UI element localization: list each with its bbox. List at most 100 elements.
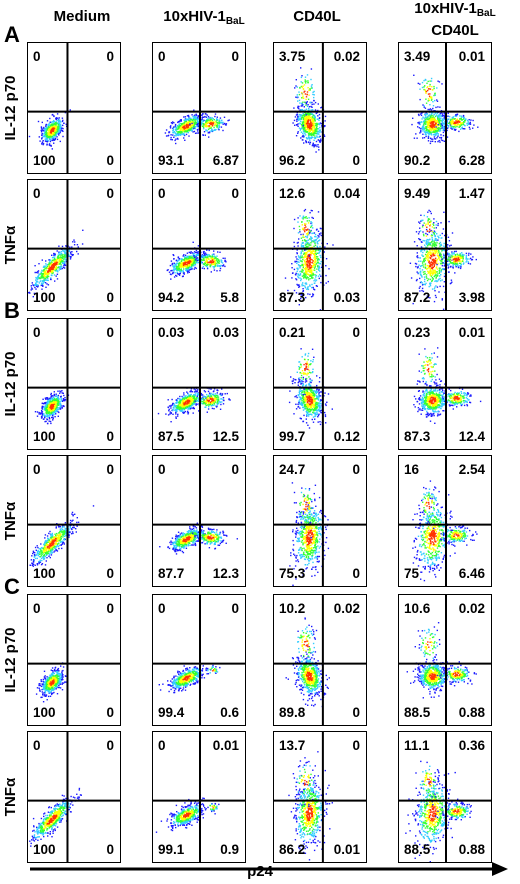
event-dot [312,143,314,145]
event-dot [311,237,313,239]
event-dot [423,121,425,123]
event-dot [429,265,432,267]
event-dot [438,269,441,271]
event-dot [200,122,203,124]
event-dot [49,266,51,268]
event-dot [433,85,435,88]
event-dot [216,270,218,272]
event-dot [191,122,193,125]
event-dot [46,283,48,285]
event-dot [201,114,203,116]
event-dot [47,127,49,129]
event-dot [434,127,436,129]
event-dot [428,266,430,268]
event-dot [312,133,314,135]
event-dot [197,132,200,134]
event-dot [430,229,432,232]
event-dot [318,259,320,261]
event-dot [300,81,302,83]
event-dot [39,280,41,283]
event-dot [311,144,314,147]
event-dot [61,120,64,123]
event-dot [419,272,422,274]
event-dot [311,240,313,242]
event-dot [187,128,189,130]
event-dot [57,128,59,130]
event-dot [452,121,454,124]
event-dot [178,125,180,127]
event-dot [201,125,204,127]
event-dot [308,115,310,117]
event-dot [300,115,302,117]
event-dot [49,268,51,271]
event-dot [198,259,200,262]
event-dot [438,267,441,269]
event-dot [72,254,74,256]
event-dot [63,267,66,269]
event-dot [310,129,312,131]
event-dot [440,274,442,276]
event-dot [181,131,183,133]
event-dot [307,87,309,89]
event-dot [68,254,70,257]
event-dot [308,109,310,111]
event-dot [429,122,431,124]
event-dot [43,272,45,275]
event-dot [316,268,318,270]
event-dot [168,131,171,133]
event-dot [180,125,183,128]
event-dot [433,240,435,242]
event-dot [176,271,178,274]
event-dot [443,254,445,256]
event-dot [469,121,471,124]
event-dot [311,262,314,264]
event-dot [70,255,72,258]
event-dot [428,285,430,288]
event-dot [427,123,429,125]
event-dot [173,122,175,124]
event-dot [459,120,461,123]
event-dot [448,255,450,258]
event-dot [416,267,419,269]
event-dot [441,127,443,129]
event-dot [299,118,301,121]
event-dot [204,255,206,257]
event-dot [428,256,430,258]
event-dot [424,271,426,273]
event-dot [197,257,199,259]
event-dot [299,114,301,116]
event-dot [221,265,224,267]
event-dot [54,261,56,263]
event-dot [62,266,65,268]
event-dot [187,114,190,117]
event-dot [81,243,84,245]
event-dot [307,239,310,241]
event-dot [71,246,73,248]
event-dot [449,262,452,264]
event-dot [58,253,60,256]
event-dot [435,276,437,278]
event-dot [301,257,303,259]
event-dot [38,274,40,276]
event-dot [43,279,45,281]
event-dot [182,126,184,129]
event-dot [178,125,181,127]
event-dot [450,282,452,284]
event-dot [41,282,43,284]
event-dot [429,271,431,274]
event-dot [321,266,323,268]
event-dot [416,245,418,247]
event-dot [456,256,458,258]
event-dot [220,264,222,267]
event-dot [206,266,209,268]
event-dot [214,265,216,267]
event-dot [312,93,314,96]
event-dot [318,122,320,125]
event-dot [48,134,50,136]
event-dot [197,130,199,132]
event-dot [51,254,53,256]
event-dot [466,122,468,125]
event-dot [194,126,197,128]
event-dot [171,139,173,141]
event-dot [315,122,317,125]
